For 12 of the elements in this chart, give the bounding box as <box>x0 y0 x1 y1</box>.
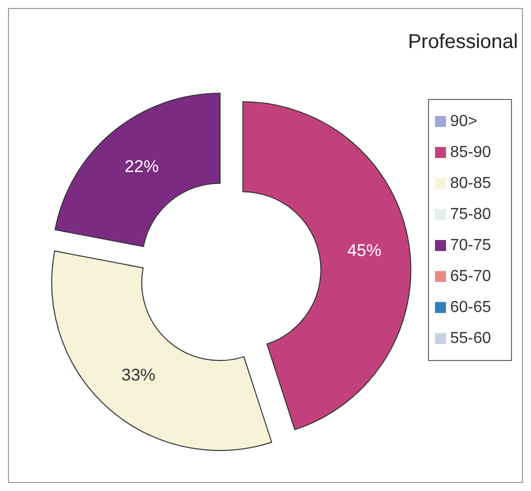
legend-label: 90> <box>450 113 478 130</box>
legend-label: 85-90 <box>450 144 491 161</box>
data-label: 33% <box>121 365 156 384</box>
legend-label: 70-75 <box>450 237 491 254</box>
legend-label: 75-80 <box>450 206 491 223</box>
data-label: 45% <box>347 241 382 260</box>
legend-label: 60-65 <box>450 299 491 316</box>
legend-label: 65-70 <box>450 268 491 285</box>
data-label: 22% <box>124 156 159 176</box>
legend-label: 55-60 <box>450 330 491 347</box>
chart-title: Professional <box>408 31 518 54</box>
legend-label: 80-85 <box>450 175 491 192</box>
